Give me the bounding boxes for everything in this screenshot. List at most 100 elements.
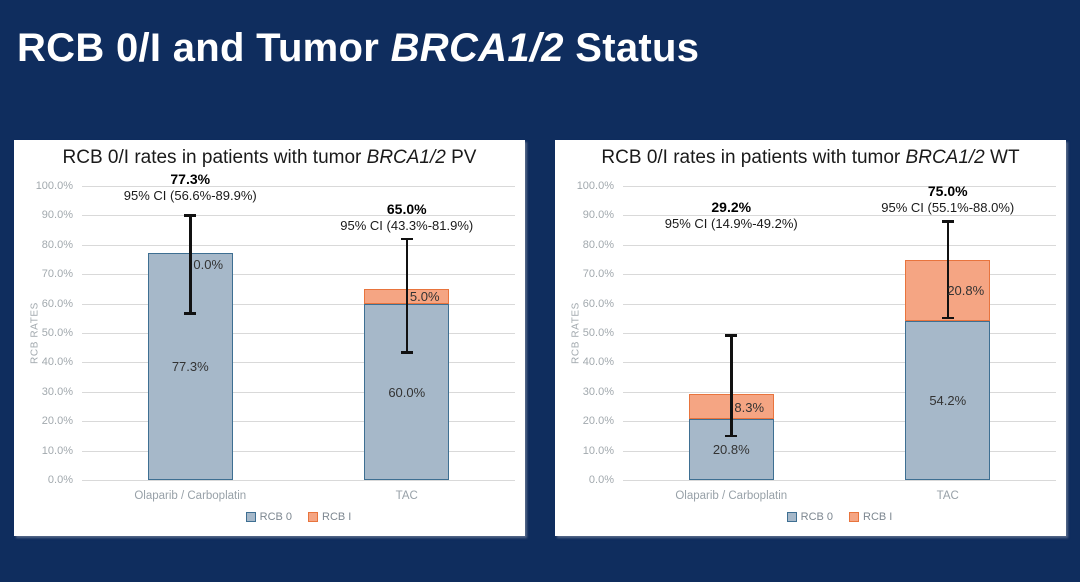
error-bar-line [730,335,733,437]
chart-title-brca-wt: RCB 0/I rates in patients with tumor BRC… [555,147,1066,169]
y-axis-tick-label: 90.0% [582,209,614,222]
y-axis-tick-label: 50.0% [582,327,614,339]
legend-item: RCB I [308,511,351,523]
legend-item: RCB 0 [786,511,834,523]
gridline [623,391,1056,393]
gridline [623,215,1056,217]
bar-segment-label: 60.0% [388,384,426,400]
error-bar-cap [184,214,197,217]
gridline [82,362,515,364]
chart-legend: RCB 0 RCB I [82,511,515,523]
annotation-value: 29.2% [711,199,752,216]
chart-title-pv-italic: BRCA1/2 [366,147,446,168]
gridline [82,333,515,334]
bar-segment-label: 54.2% [929,393,967,409]
legend-swatch-rcb1-icon [849,512,860,522]
x-axis-category-label: Olaparib / Carboplatin [134,490,247,502]
error-bar-cap [725,334,738,337]
error-bar-cap [184,312,197,315]
bar-segment-label: 0.0% [193,256,224,272]
gridline [82,303,515,305]
y-axis-tick-label: 60.0% [41,297,73,310]
y-axis-tick-label: 60.0% [582,297,614,310]
annotation-ci: 95% CI (14.9%-49.2%) [664,216,798,232]
gridline [82,450,515,452]
gridline [623,421,1056,423]
error-bar-cap [400,237,413,241]
gridline [82,186,515,187]
slide-title-prefix: RCB 0/I and Tumor [17,26,391,70]
y-axis-tick-label: 70.0% [41,268,73,281]
error-bar-line [189,215,192,314]
legend-swatch-rcb0-icon [786,512,797,522]
gridline [623,303,1056,305]
error-bar-line [405,239,408,353]
error-bar-cap [941,220,954,223]
chart-panel-brca-pv: 0.0% 10.0% 20.0% 30.0% 40.0% 50.0% 60.0% 70.0% 8… [14,140,525,536]
y-axis-tick-label: 100.0% [35,180,73,192]
legend-swatch-rcb0-icon [245,512,256,522]
gridline [623,450,1056,452]
y-axis-tick-label: 40.0% [41,356,73,369]
annotation-value: 65.0% [386,200,427,217]
y-axis-tick-label: 30.0% [582,385,614,398]
plot-area-brca-pv: 0.0% 10.0% 20.0% 30.0% 40.0% 50.0% 60.0% 70.0% 8… [14,140,525,536]
bar-segment-rcb0 [905,320,991,480]
legend-label: RCB I [322,511,352,523]
slide-title-italic: BRCA1/2 [390,26,564,70]
gridline [82,274,515,276]
chart-title-brca-pv: RCB 0/I rates in patients with tumor BRC… [14,147,525,169]
gridline [623,274,1056,276]
gridline [623,186,1056,187]
slide-title-suffix: Status [563,26,700,70]
chart-title-wt-prefix: RCB 0/I rates in patients with tumor [601,147,906,168]
bar-segment-label: 77.3% [171,359,209,375]
gridline [623,244,1056,246]
plot-area-brca-wt: 0.0% 10.0% 20.0% 30.0% 40.0% 50.0% 60.0% 70.0% 8… [555,140,1066,536]
y-axis-tick-label: 30.0% [41,385,73,398]
legend-label: RCB 0 [259,511,293,523]
annotation-ci: 95% CI (55.1%-88.0%) [881,199,1015,215]
legend-label: RCB 0 [800,511,834,523]
chart-title-wt-italic: BRCA1/2 [905,147,985,168]
chart-legend: RCB 0 RCB I [623,511,1056,523]
legend-swatch-rcb1-icon [308,512,319,522]
x-axis-category-label: TAC [395,490,418,502]
y-axis-tick-label: 80.0% [41,238,73,251]
annotation-ci: 95% CI (56.6%-89.9%) [123,188,257,204]
y-axis-tick-label: 50.0% [41,327,73,339]
y-axis-tick-label: 0.0% [47,474,73,486]
y-axis-tick-label: 90.0% [41,209,73,222]
y-axis-tick-label: 10.0% [582,444,614,457]
slide-title: RCB 0/I and Tumor BRCA1/2 Status [17,26,699,71]
y-axis-tick-label: 0.0% [588,474,614,486]
gridline [82,391,515,393]
annotation-ci: 95% CI (43.3%-81.9%) [340,217,474,233]
error-bar-cap [725,434,738,438]
x-axis-category-label: Olaparib / Carboplatin [675,490,788,502]
y-axis-tick-label: 80.0% [582,238,614,251]
gridline [623,480,1056,481]
legend-item: RCB 0 [245,511,293,523]
y-axis-title: RCB RATES [570,302,582,364]
legend-label: RCB I [863,511,893,523]
legend-item: RCB I [849,511,892,523]
y-axis-tick-label: 20.0% [41,415,73,428]
chart-panel-brca-wt: 0.0% 10.0% 20.0% 30.0% 40.0% 50.0% 60.0% 70.0% 8… [555,140,1066,536]
y-axis-tick-label: 20.0% [582,415,614,428]
error-bar-cap [941,316,954,320]
y-axis-title: RCB RATES [29,302,41,364]
y-axis-tick-label: 40.0% [582,356,614,369]
error-bar-cap [400,351,413,354]
chart-title-wt-suffix: WT [984,147,1020,168]
gridline [623,333,1056,334]
annotation-value: 75.0% [927,182,968,199]
error-bar-line [946,221,949,318]
bar-segment-label: 5.0% [409,289,440,305]
bar-segment-label: 8.3% [734,399,765,415]
gridline [82,480,515,481]
gridline [82,215,515,217]
y-axis-tick-label: 70.0% [582,268,614,281]
gridline [623,362,1056,364]
annotation-value: 77.3% [170,171,211,188]
